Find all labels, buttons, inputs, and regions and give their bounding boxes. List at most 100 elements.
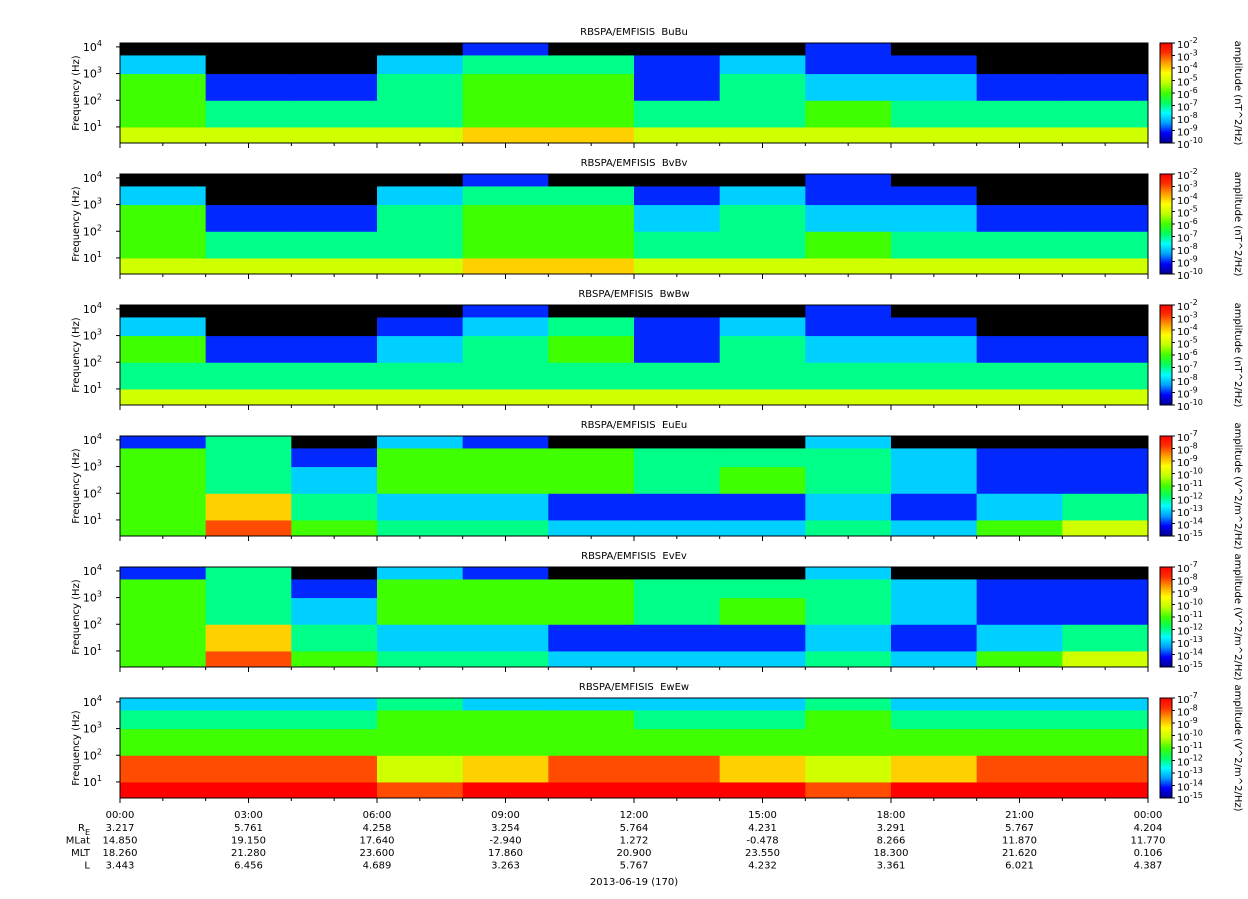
spectrogram-cell (291, 185, 378, 206)
spectrogram-cell (805, 335, 892, 363)
panel-title: RBSPA/EMFISIS BvBv (581, 158, 688, 169)
spectrogram-cell (120, 126, 207, 144)
spectrogram-cell (1062, 447, 1149, 468)
spectrogram-cell (805, 362, 892, 390)
colorbar-tick-label: 10-15 (1177, 791, 1203, 807)
colorbar-tick-label: 10-7 (1177, 360, 1198, 376)
panel-title: RBSPA/EMFISIS EwEw (579, 682, 689, 693)
spectrogram-cell (891, 126, 978, 144)
x-tick-label: 21:00 (1005, 810, 1034, 821)
y-tick-label: 103 (83, 65, 102, 81)
spectrogram-cell (205, 362, 292, 390)
colorbar-label: amplitude (V^2/m^2/Hz) (1232, 684, 1243, 811)
spectrogram-cell (548, 698, 635, 711)
spectrogram-cell (719, 231, 806, 259)
spectrogram-cell (205, 204, 292, 232)
spectrogram-cell (462, 204, 549, 232)
ephemeris-value: 3.263 (491, 861, 520, 872)
spectrogram-cell (719, 728, 806, 756)
spectrogram-cell (205, 567, 292, 580)
colorbar-tick-label: 10-14 (1177, 778, 1203, 794)
colorbar-tick-label: 10-9 (1177, 454, 1198, 470)
ephemeris-value: 3.217 (106, 823, 135, 834)
spectrogram-cell (462, 73, 549, 101)
spectrogram-cell (548, 231, 635, 259)
spectrogram-cell (634, 624, 721, 652)
spectrogram-cell (891, 362, 978, 390)
spectrogram-cell (719, 257, 806, 275)
spectrogram-cell (120, 698, 207, 711)
spectrogram-cell (548, 174, 635, 187)
spectrogram-cell (377, 755, 464, 783)
spectrogram-cell (976, 126, 1063, 144)
colorbar-tick-label: 10-7 (1177, 429, 1198, 445)
spectrogram-cell (462, 466, 549, 494)
colorbar-tick-label: 10-2 (1177, 167, 1198, 183)
spectrogram-cell (205, 624, 292, 652)
colorbar-tick-label: 10-12 (1177, 753, 1203, 769)
spectrogram-cell (805, 447, 892, 468)
y-tick-label: 103 (83, 720, 102, 736)
y-axis-label: Frequency (Hz) (71, 710, 82, 786)
spectrogram-cell (377, 73, 464, 101)
spectrogram-cell (120, 100, 207, 128)
spectrogram-cell (891, 650, 978, 668)
spectrogram-cell (976, 305, 1063, 318)
y-tick-label: 103 (83, 327, 102, 343)
spectrogram-cell (291, 305, 378, 318)
spectrogram-cell (805, 698, 892, 711)
spectrogram-cell (1062, 257, 1149, 275)
spectrogram-cell (1062, 709, 1149, 730)
spectrogram-cell (291, 650, 378, 668)
spectrogram-cell (634, 597, 721, 625)
spectrogram-cell (1062, 388, 1149, 406)
colorbar-tick-label: 10-10 (1177, 728, 1203, 744)
colorbar-tick-label: 10-4 (1177, 323, 1198, 339)
colorbar-tick-label: 10-8 (1177, 242, 1198, 258)
spectrogram-cell (634, 73, 721, 101)
colorbar-tick-label: 10-10 (1177, 466, 1203, 482)
spectrogram-cell (548, 185, 635, 206)
spectrogram-cell (805, 567, 892, 580)
colorbar-tick-label: 10-10 (1177, 267, 1203, 283)
ephemeris-value: 5.767 (620, 861, 649, 872)
spectrogram-cell (634, 578, 721, 599)
ephemeris-value: 3.361 (877, 861, 906, 872)
spectrogram-cell (1062, 597, 1149, 625)
spectrogram-cell (719, 73, 806, 101)
spectrogram-cell (805, 185, 892, 206)
panel-title: RBSPA/EMFISIS EvEv (581, 551, 687, 562)
spectrogram-cell (1062, 567, 1149, 580)
ephemeris-value: 3.443 (106, 861, 135, 872)
colorbar-tick-label: 10-12 (1177, 491, 1203, 507)
spectrogram-cell (1062, 231, 1149, 259)
spectrogram-cell (634, 709, 721, 730)
spectrogram-cell (1062, 100, 1149, 128)
panel-title: RBSPA/EMFISIS BwBw (578, 289, 689, 300)
spectrogram-cell (462, 447, 549, 468)
spectrogram-cell (719, 436, 806, 449)
spectrogram-cell (634, 100, 721, 128)
spectrogram-cell (976, 257, 1063, 275)
panel-title: RBSPA/EMFISIS EuEu (581, 420, 688, 431)
spectrogram-cell (805, 781, 892, 799)
colorbar-tick-label: 10-7 (1177, 560, 1198, 576)
spectrogram-cell (891, 388, 978, 406)
x-tick-label: 00:00 (106, 810, 135, 821)
spectrogram-cell (462, 362, 549, 390)
spectrogram-cell (891, 305, 978, 318)
ephemeris-value: 14.850 (103, 836, 138, 847)
ephemeris-value: 4.387 (1134, 861, 1163, 872)
spectrogram-cell (377, 709, 464, 730)
spectrogram-cell (462, 43, 549, 56)
spectrogram-cell (205, 447, 292, 468)
ephemeris-value: 3.291 (877, 823, 906, 834)
ephemeris-name: L (84, 861, 90, 872)
y-axis-label: Frequency (Hz) (71, 186, 82, 262)
ephemeris-value: 4.204 (1134, 823, 1163, 834)
ephemeris-value: 11.870 (1002, 836, 1037, 847)
spectrogram-cell (548, 436, 635, 449)
spectrogram-cell (462, 100, 549, 128)
colorbar-tick-label: 10-15 (1177, 529, 1203, 545)
spectrogram-cell (634, 335, 721, 363)
